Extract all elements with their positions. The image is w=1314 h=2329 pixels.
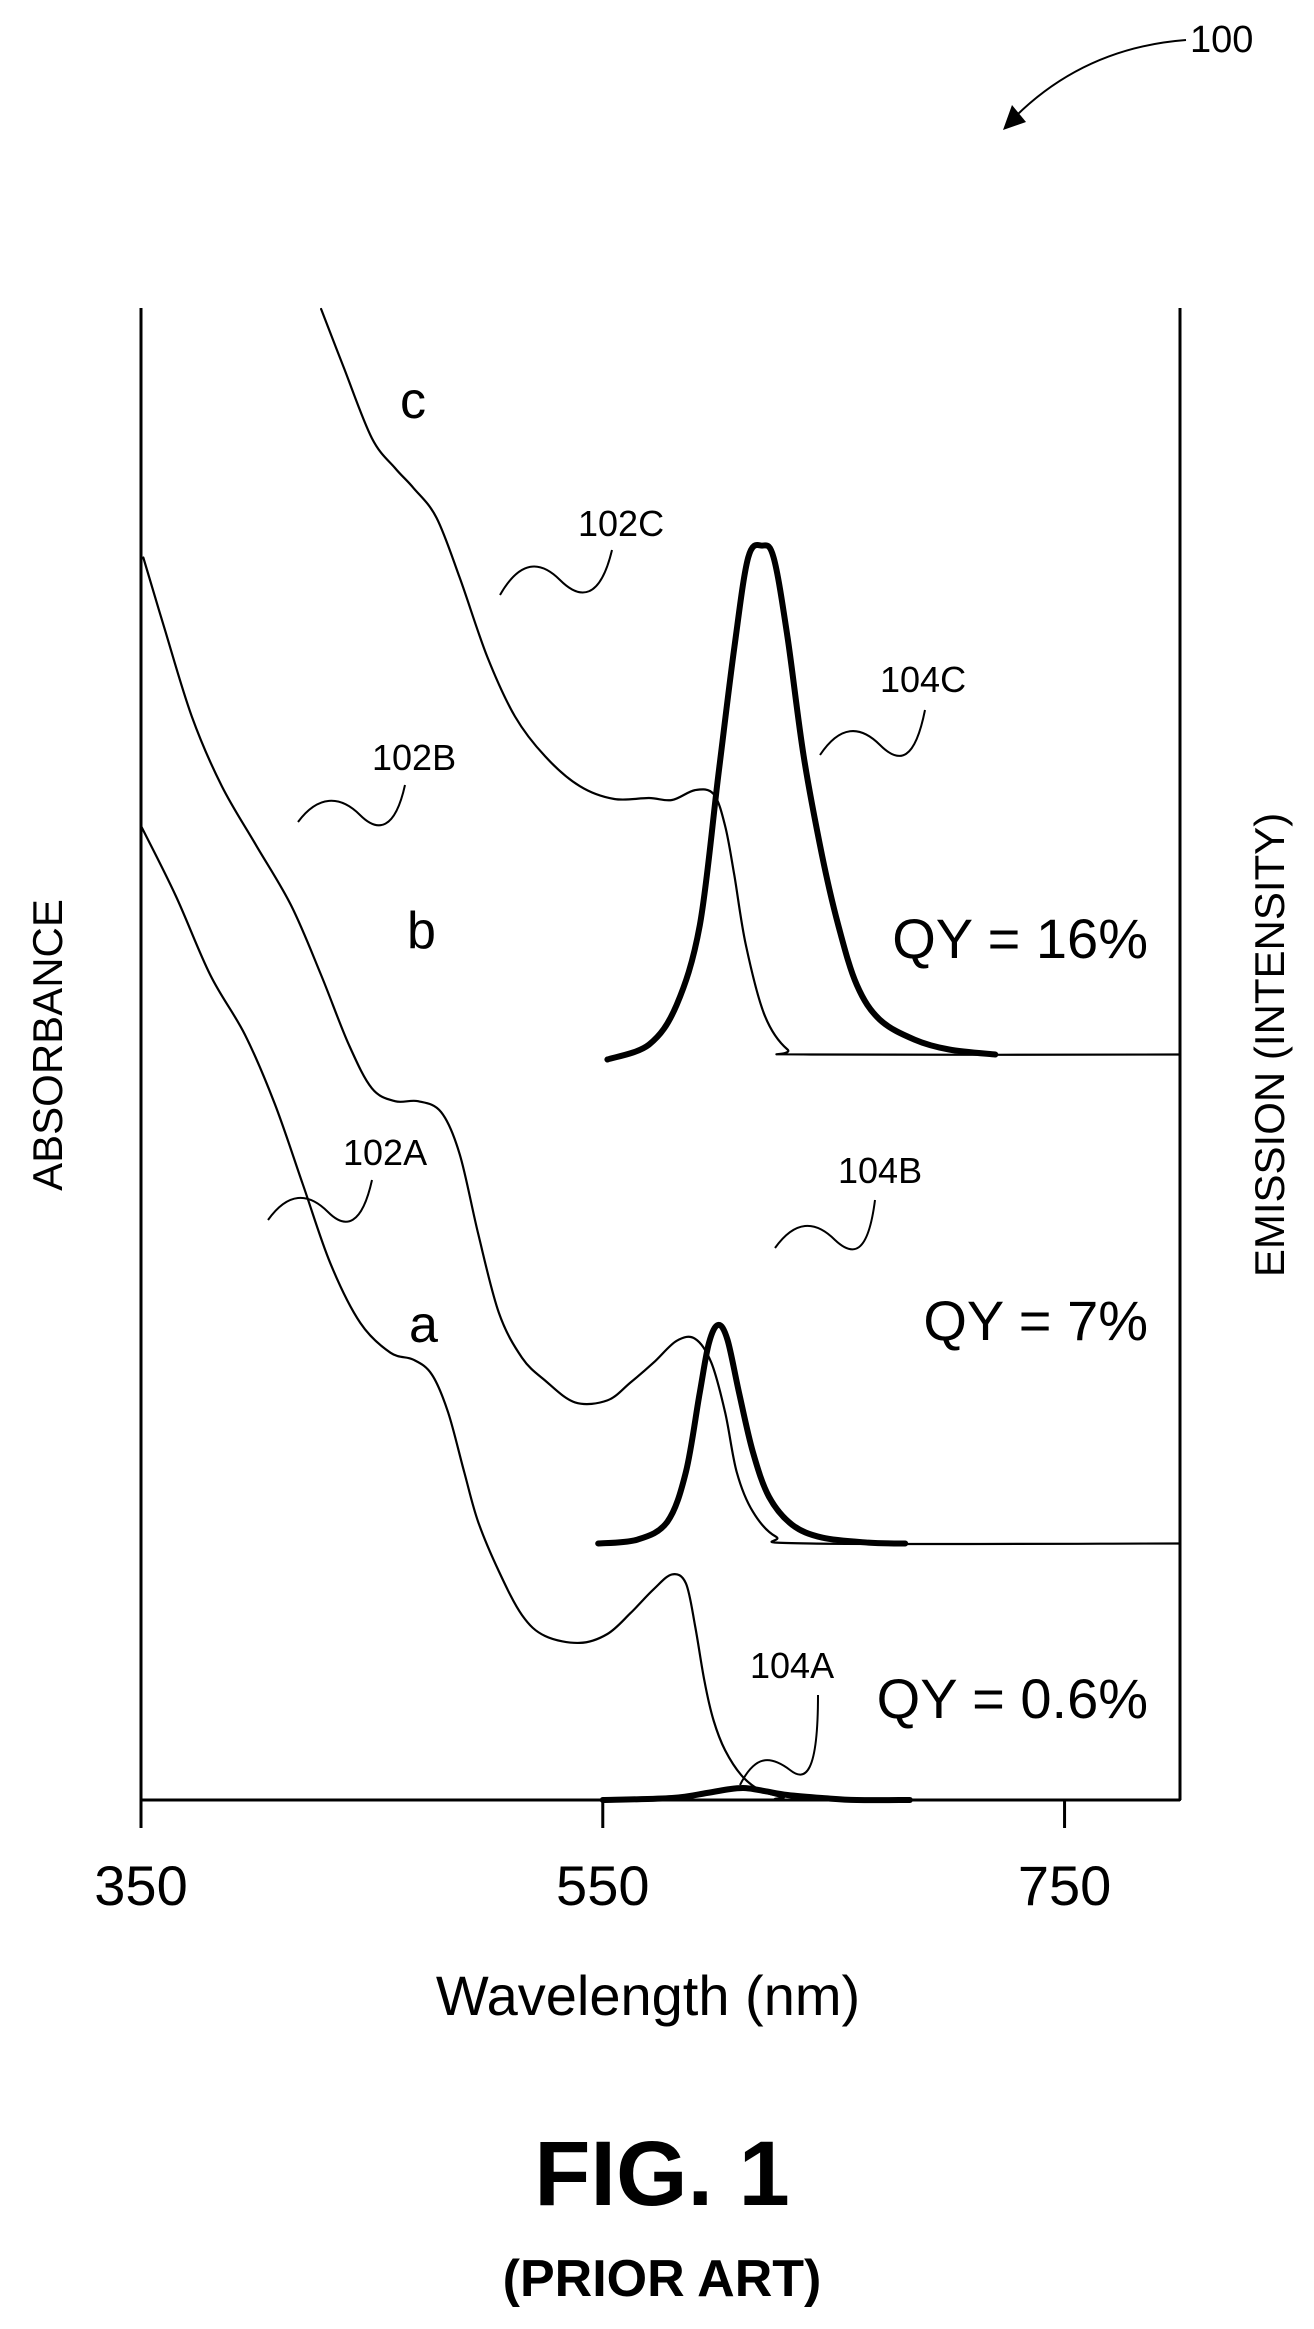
- figure-ref-arrowhead: [1003, 105, 1026, 130]
- ref-label-102A: 102A: [343, 1132, 427, 1173]
- ref-label-102C: 102C: [578, 503, 664, 544]
- leader-102C: [499, 549, 613, 596]
- ref-label-104C: 104C: [880, 659, 966, 700]
- emission-curve-b_em: [595, 1321, 909, 1547]
- emission-curve-c_em: [604, 541, 999, 1063]
- x-tick-label-550: 550: [556, 1854, 649, 1917]
- emission-curve-a_em: [599, 1784, 913, 1804]
- absorbance-curve-b: [142, 556, 1182, 1546]
- figure-ref-arrow: [1009, 39, 1187, 123]
- curve-label-a: a: [409, 1296, 438, 1354]
- curve-label-b: b: [407, 902, 436, 960]
- figure-ref-number: 100: [1190, 19, 1253, 61]
- qy-label-b: QY = 7%: [923, 1289, 1148, 1352]
- leader-104B: [774, 1199, 876, 1251]
- ref-label-104B: 104B: [838, 1150, 922, 1191]
- qy-label-a: QY = 0.6%: [877, 1667, 1148, 1730]
- x-ticks: 350 550 750: [94, 1800, 1111, 1917]
- y-axis-left-label: ABSORBANCE: [24, 899, 71, 1191]
- leader-104A: [739, 1694, 819, 1786]
- curve-label-c: c: [400, 372, 426, 430]
- x-tick-label-750: 750: [1018, 1854, 1111, 1917]
- leader-102B: [297, 784, 406, 827]
- y-axis-right-label: EMISSION (INTENSITY): [1246, 813, 1293, 1277]
- qy-label-c: QY = 16%: [892, 907, 1148, 970]
- figure-subtitle: (PRIOR ART): [503, 2250, 822, 2308]
- ref-label-102B: 102B: [372, 737, 456, 778]
- leader-102A: [267, 1179, 373, 1223]
- absorbance-curve-c: [320, 307, 1182, 1056]
- leader-104C: [819, 709, 926, 757]
- plot-curves: [139, 307, 1182, 1804]
- x-axis-label: Wavelength (nm): [436, 1964, 860, 2027]
- figure-title: FIG. 1: [534, 2123, 790, 2225]
- ref-label-104A: 104A: [750, 1645, 834, 1686]
- x-tick-label-350: 350: [94, 1854, 187, 1917]
- absorbance-curve-a: [139, 824, 1182, 1802]
